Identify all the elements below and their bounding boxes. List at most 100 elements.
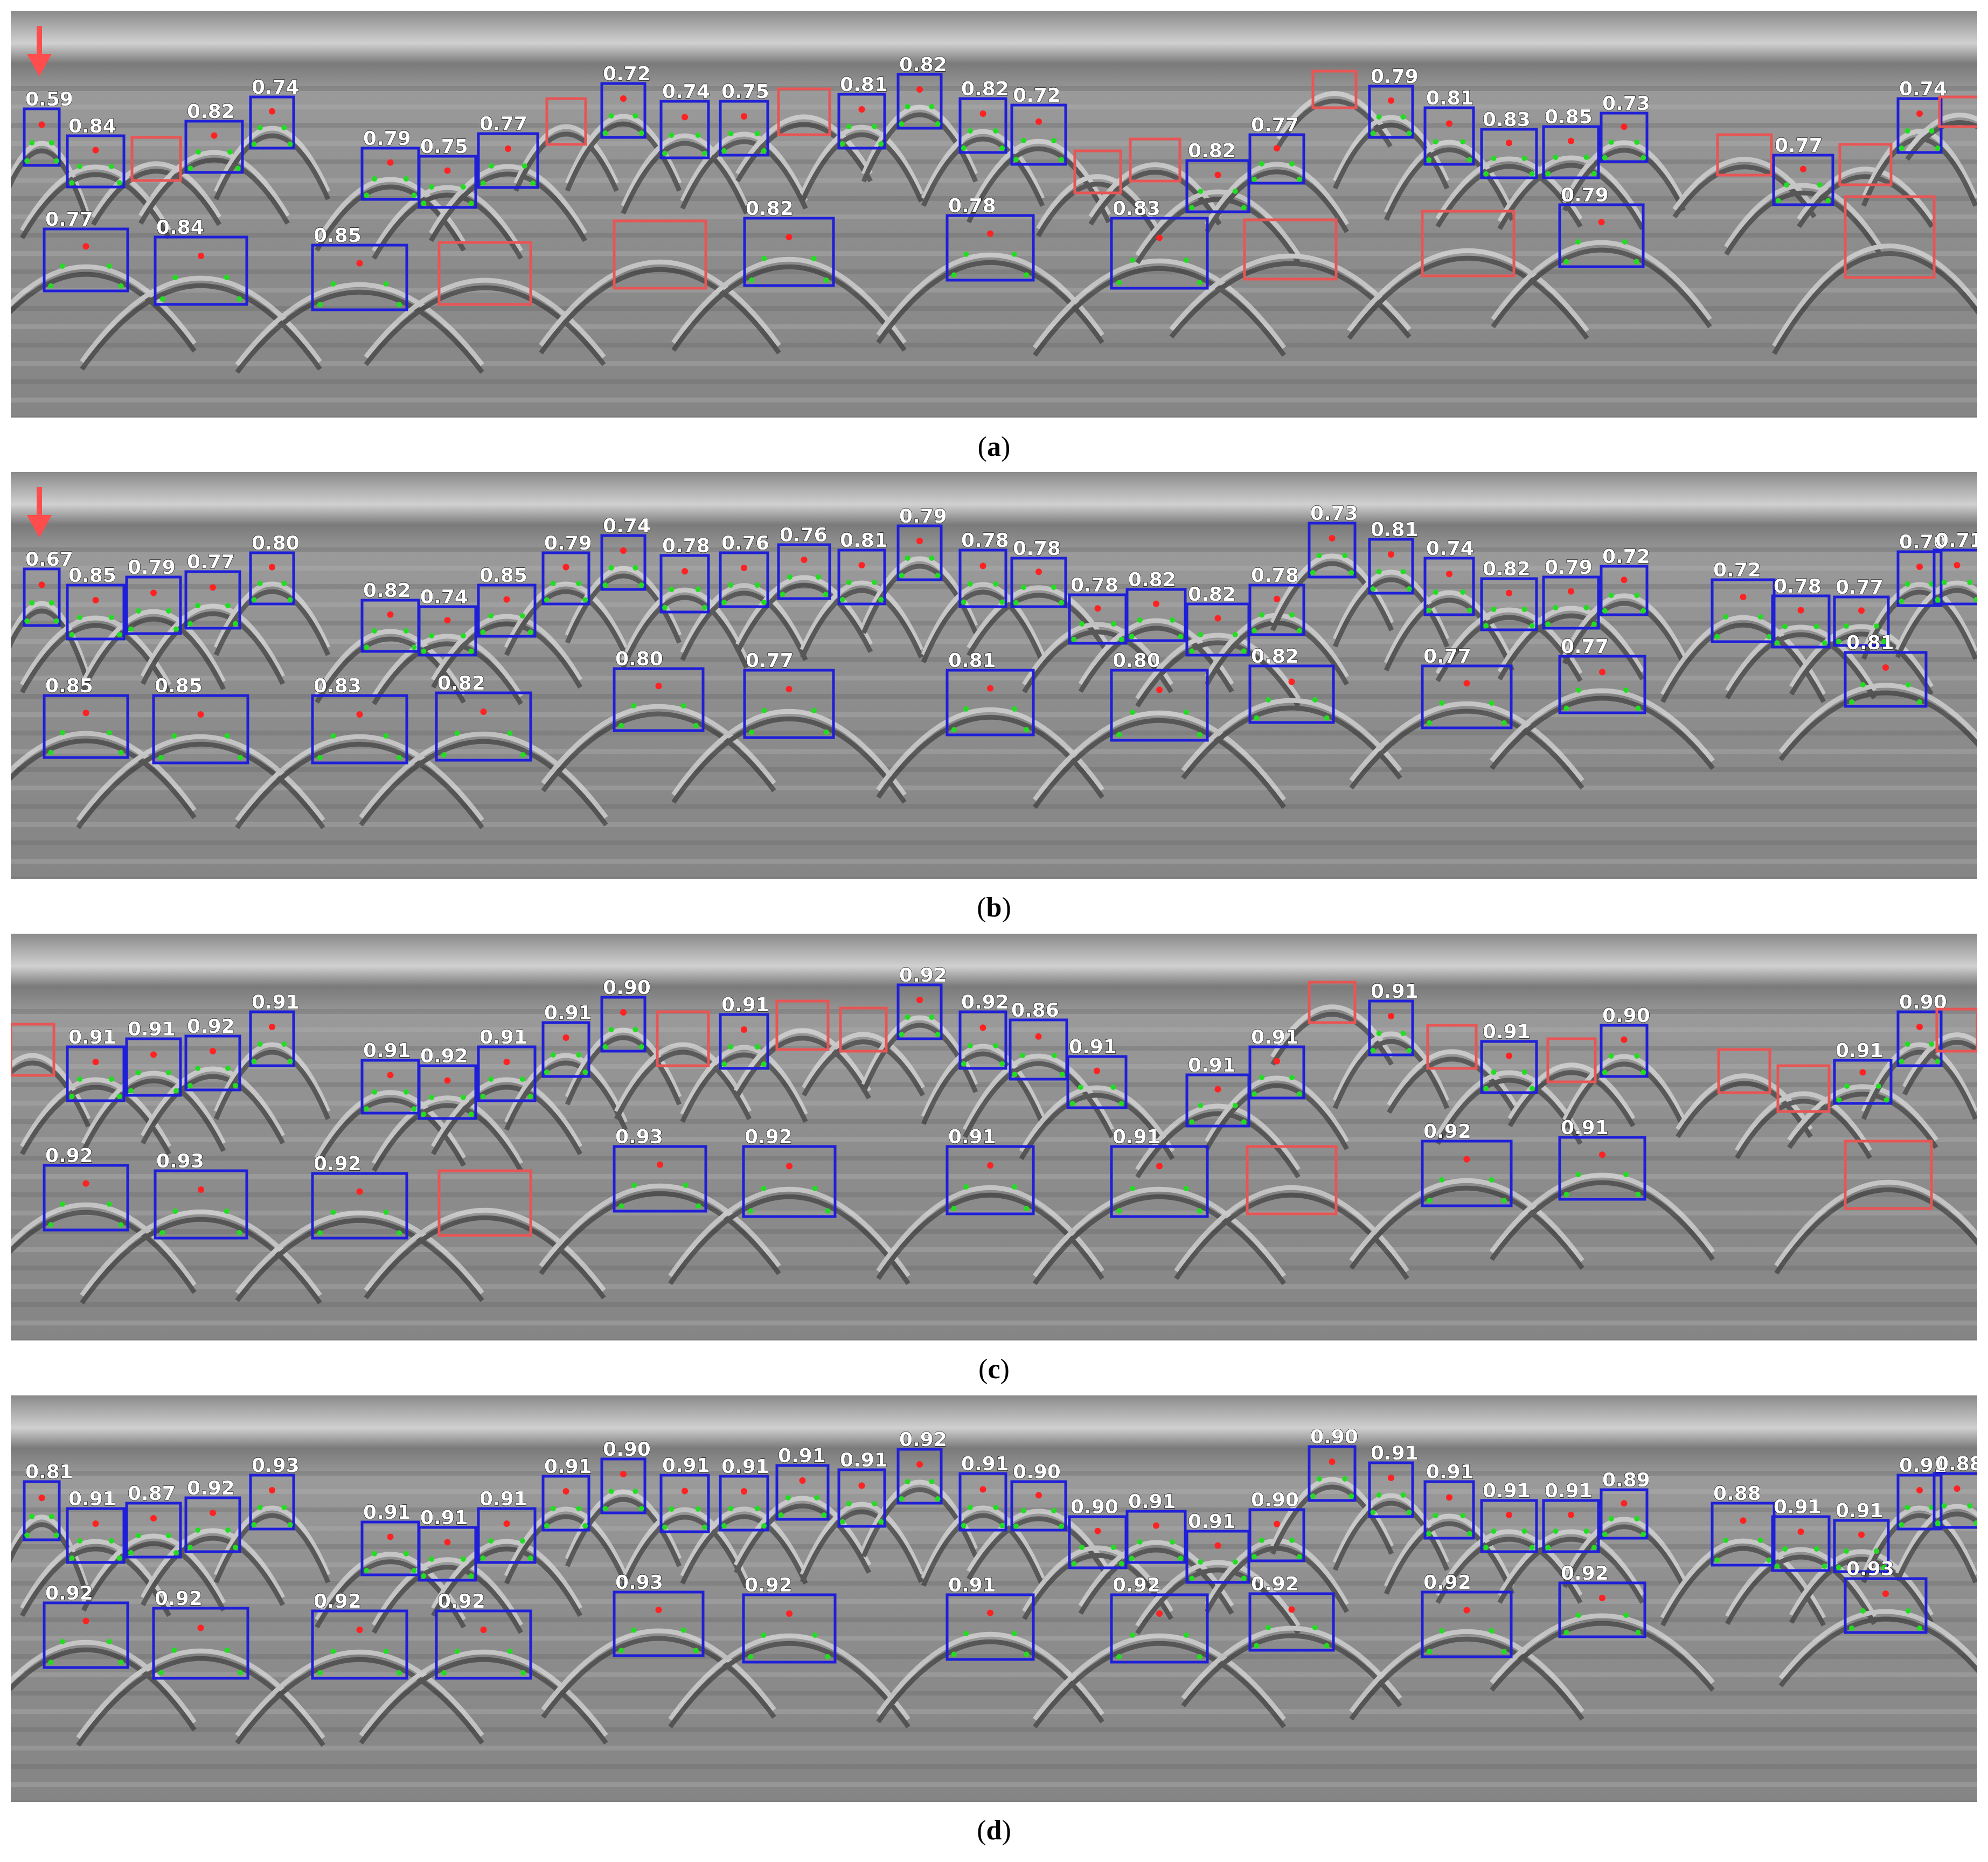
detection-box: 0.91: [1248, 1026, 1305, 1100]
detection-box: 0.76: [777, 524, 831, 600]
confidence-score: 0.85: [479, 565, 527, 587]
detection-box: 0.81: [946, 649, 1035, 737]
fit-point: [1297, 1091, 1302, 1097]
detection-box: 0.91: [66, 1026, 126, 1102]
confidence-score: 0.91: [662, 1455, 710, 1477]
missed-detection-box: [1308, 981, 1357, 1024]
fit-point: [195, 1066, 200, 1071]
fit-point: [1583, 1528, 1589, 1534]
fit-point: [158, 755, 164, 760]
fit-point: [429, 1556, 435, 1562]
confidence-score: 0.73: [1602, 93, 1650, 115]
apex-point: [1797, 1528, 1804, 1535]
fit-point: [1130, 710, 1136, 715]
detection-box: 0.85: [1542, 106, 1600, 179]
confidence-score: 0.78: [1774, 575, 1822, 597]
apex-point: [1094, 1527, 1101, 1534]
fit-point: [1521, 607, 1527, 612]
fit-point: [1973, 1520, 1977, 1526]
fit-point: [77, 615, 83, 620]
apex-point: [356, 260, 363, 267]
fit-point: [1426, 607, 1432, 613]
fit-point: [1501, 720, 1507, 726]
fit-point: [1545, 621, 1551, 627]
detection-box: 0.90: [1248, 1489, 1305, 1562]
apex-point: [979, 562, 986, 569]
caption-b: (b): [977, 892, 1011, 923]
fit-point: [608, 1489, 614, 1494]
confidence-score: 0.77: [1836, 576, 1883, 599]
caption-d: (d): [977, 1815, 1011, 1846]
apex-point: [503, 1520, 510, 1527]
fit-point: [1116, 280, 1122, 286]
detection-box: 0.74: [249, 76, 300, 150]
fit-point: [618, 1648, 624, 1653]
detection-box: 0.75: [719, 80, 769, 157]
fit-point: [761, 1632, 767, 1638]
fit-point: [1348, 570, 1354, 575]
confidence-score: 0.77: [479, 113, 527, 135]
apex-point: [1463, 1156, 1470, 1163]
fit-point: [227, 149, 233, 155]
fit-point: [1129, 1555, 1135, 1561]
confidence-score: 0.92: [745, 1126, 793, 1148]
fit-point: [1110, 621, 1116, 627]
confidence-score: 0.92: [1113, 1574, 1160, 1596]
fit-point: [961, 1061, 967, 1067]
fit-point: [695, 587, 701, 592]
detection-box: 0.92: [311, 1590, 408, 1680]
confidence-score: 0.92: [1423, 1121, 1471, 1143]
confidence-score: 0.74: [1426, 538, 1474, 560]
fit-point: [872, 1501, 878, 1506]
apex-point: [1858, 607, 1865, 614]
fit-point: [1021, 138, 1026, 143]
confidence-score: 0.91: [1483, 1021, 1531, 1043]
fit-point: [1591, 621, 1597, 627]
confidence-score: 0.91: [544, 1002, 592, 1024]
fit-point: [1129, 634, 1135, 640]
fit-point: [287, 1522, 293, 1527]
confidence-score: 0.91: [1836, 1500, 1883, 1522]
fit-point: [1197, 732, 1202, 738]
fit-point: [1904, 128, 1910, 134]
apex-point: [1463, 680, 1470, 687]
fit-point: [662, 150, 668, 156]
detection-box: 0.91: [477, 1026, 537, 1102]
apex-point: [150, 589, 157, 596]
fit-point: [1784, 182, 1790, 188]
fit-point: [1310, 570, 1316, 575]
fit-point: [899, 121, 905, 127]
fit-point: [669, 1506, 675, 1512]
fit-point: [1071, 1561, 1077, 1567]
detection-box: 0.86: [1009, 999, 1068, 1081]
fit-point: [1310, 1493, 1316, 1499]
confidence-score: 0.91: [721, 994, 769, 1016]
fit-point: [1439, 1628, 1445, 1634]
confidence-score: 0.79: [544, 532, 592, 554]
fit-point: [1483, 171, 1489, 177]
confidence-score: 0.92: [187, 1016, 235, 1038]
fit-point: [632, 1027, 638, 1032]
missed-detection-box: [613, 219, 707, 290]
apex-point: [786, 686, 793, 692]
confidence-score: 0.81: [1846, 632, 1894, 654]
fit-point: [1297, 176, 1302, 182]
detection-box: 0.80: [1110, 649, 1209, 742]
fit-point: [383, 281, 389, 287]
detection-box: 0.87: [125, 1482, 182, 1559]
fit-point: [1553, 1528, 1559, 1534]
detection-box: 0.91: [837, 1449, 888, 1528]
apex-point: [987, 1162, 993, 1169]
fit-point: [1259, 1538, 1264, 1543]
detection-box: 0.78: [1771, 575, 1831, 649]
detection-box: 0.92: [152, 1587, 249, 1680]
fit-point: [116, 1555, 122, 1561]
fit-point: [1051, 585, 1056, 590]
apex-point: [916, 538, 923, 544]
apex-point: [1329, 535, 1336, 541]
apex-point: [858, 562, 865, 568]
fit-point: [993, 128, 999, 134]
missed-detection-box: [1716, 133, 1773, 177]
fit-point: [1634, 259, 1639, 265]
confidence-score: 0.79: [128, 557, 176, 579]
